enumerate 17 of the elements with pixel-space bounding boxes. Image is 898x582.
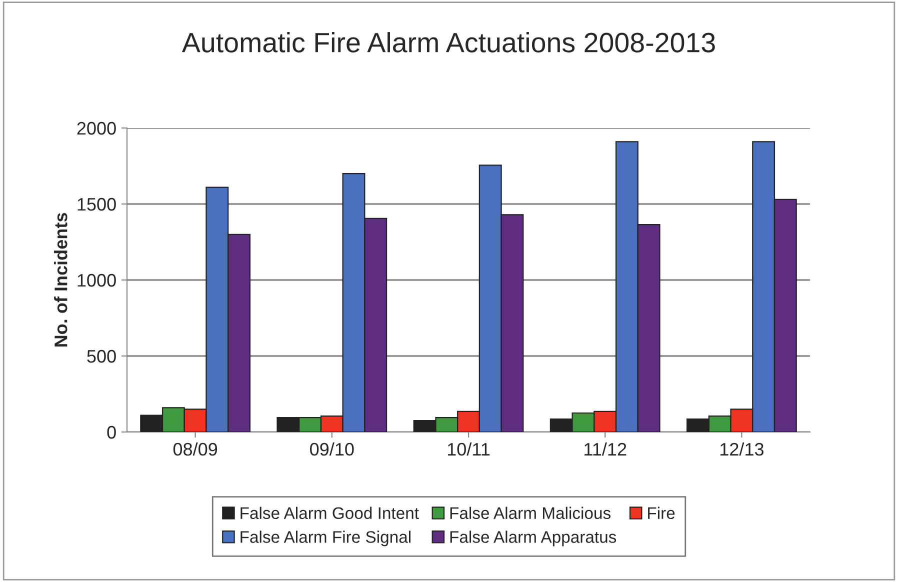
legend-label: False Alarm Apparatus	[450, 530, 616, 546]
x-tick-label: 12/13	[720, 442, 764, 456]
x-tick-label: 08/09	[173, 442, 218, 456]
y-tick-label: 2000	[77, 122, 116, 135]
x-tick-label: 11/12	[584, 442, 626, 456]
chart-title: Automatic Fire Alarm Actuations 2008-2013	[182, 32, 715, 52]
legend-label: Fire	[648, 506, 675, 520]
legend-label: False Alarm Malicious	[450, 506, 610, 520]
legend-label: False Alarm Good Intent	[240, 506, 419, 520]
legend-label: False Alarm Fire Signal	[240, 530, 410, 546]
y-axis-title: No. of Incidents	[54, 213, 68, 346]
y-tick-label: 500	[87, 350, 116, 363]
x-tick-label: 10/11	[448, 442, 490, 456]
y-tick-label: 0	[107, 426, 116, 439]
y-tick-label: 1000	[78, 274, 116, 287]
y-tick-label: 1500	[78, 198, 116, 211]
x-tick-label: 09/10	[310, 442, 354, 456]
